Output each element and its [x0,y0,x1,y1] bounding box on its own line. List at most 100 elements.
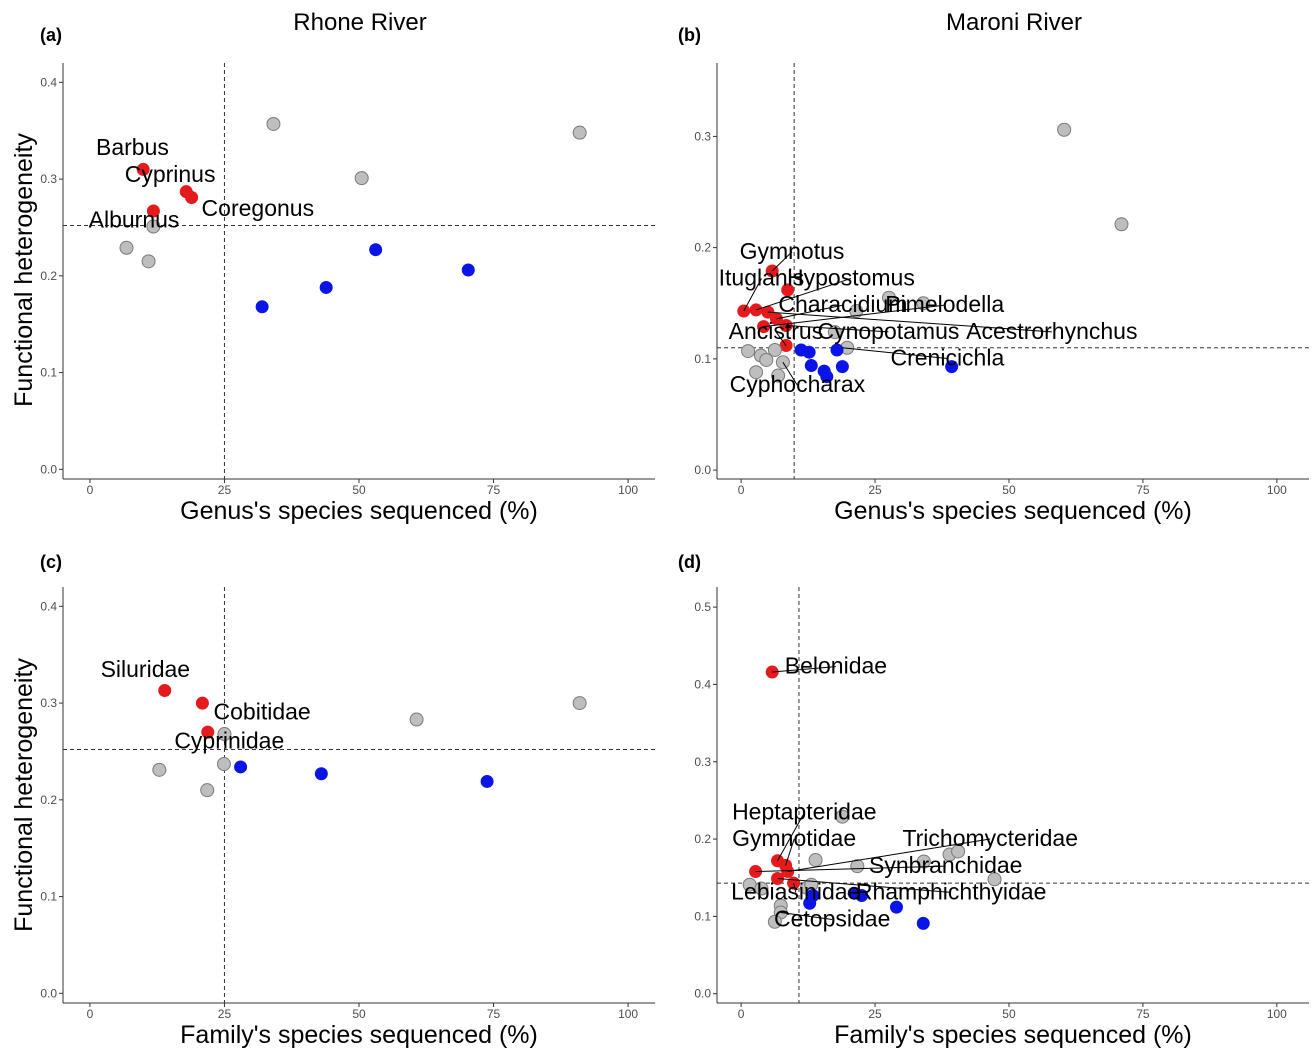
data-point-grey [141,254,156,269]
annotation-leader-line [755,277,852,311]
panel-d: (d) 0 25 50 75 100 0.0 0.1 0.2 0.3 0.4 0.5 Family's … [678,552,1309,1049]
data-point-blue [804,359,818,373]
x-tick-label: 75 [1136,483,1150,497]
x-axis-title: Family's species sequenced (%) [834,1021,1192,1049]
y-tick-label: 0.1 [694,909,711,923]
point-label: Coregonus [202,195,315,221]
panel-c: (c) 0 25 50 75 100 0.0 0.1 0.2 0.3 0.4 Family's spe… [40,552,655,1049]
y-tick-label: 0.1 [40,890,57,904]
data-point-blue [855,889,869,903]
point-label: Synbranchidae [869,852,1022,878]
y-tick-label: 0.2 [694,241,711,255]
x-tick-label: 25 [868,483,882,497]
x-tick-label: 75 [1136,1007,1150,1021]
point-label: Cynopotamus [817,318,959,344]
y-tick-label: 0.0 [40,462,57,476]
point-label: Trichomycteridae [902,825,1078,851]
data-point-blue [945,360,959,374]
y-tick-label: 0.4 [40,599,57,613]
y-tick-label: 0.2 [40,793,57,807]
point-label: Heptapteridae [732,799,877,825]
data-point-grey [881,290,896,305]
data-point-blue [889,900,903,914]
y-tick-label: 0.1 [694,352,711,366]
point-label: Cyprinus [125,161,216,187]
panel-tag: (b) [678,25,701,45]
panel-tag: (a) [40,25,62,45]
x-tick-label: 50 [352,1007,366,1021]
data-point-grey [951,844,966,859]
data-point-grey [1057,122,1072,137]
x-tick-label: 75 [487,1007,501,1021]
data-point-grey [987,872,1002,887]
annotation-leader-line [777,812,805,861]
point-label: Rhamphichthyidae [856,878,1047,904]
data-point-grey [767,914,782,929]
data-point-red [158,684,172,698]
data-point-grey [754,881,769,896]
annotation-leader-line [763,304,945,328]
data-point-blue [480,774,494,788]
x-tick-label: 100 [1267,483,1287,497]
y-tick-label: 0.1 [40,366,57,380]
y-axis-title-top: Functional heterogeneity [10,133,38,407]
x-axis-title: Genus's species sequenced (%) [180,497,538,525]
x-tick-label: 25 [218,483,232,497]
point-label: Cetopsidae [774,905,890,931]
annotation-leader-line [793,883,797,893]
point-label: Siluridae [101,656,191,682]
point-label: Cyphocharax [730,371,866,397]
y-tick-label: 0.3 [694,755,711,769]
data-point-grey [759,352,774,367]
column-title-maroni: Maroni River [946,9,1082,36]
data-point-grey [152,762,167,777]
y-tick-label: 0.3 [40,172,57,186]
data-point-grey [741,344,756,359]
x-tick-label: 100 [618,1007,638,1021]
point-label: Belonidae [785,653,887,679]
point-label: Ituglanis [719,264,805,290]
annotation-leader-line [842,347,948,360]
point-label: Characidium [778,291,907,317]
annotation-leader-line [771,251,793,272]
data-point-grey [119,240,134,255]
data-point-blue [820,370,834,384]
point-label: Gymnotidae [732,825,856,851]
data-point-grey [409,712,424,727]
x-axis-title: Genus's species sequenced (%) [834,497,1192,525]
point-label: Acestrorhynchus [966,318,1137,344]
annotation-leader-line [775,331,787,346]
panel-tag: (c) [40,552,62,572]
y-tick-label: 0.0 [40,986,57,1000]
y-tick-label: 0.5 [694,600,711,614]
data-point-grey [850,859,865,874]
x-tick-label: 0 [87,1007,94,1021]
data-point-red [146,204,160,218]
point-label: Ancistrus [729,318,824,344]
x-tick-label: 75 [487,483,501,497]
data-point-blue [234,760,248,774]
panel-tag: (d) [678,552,701,572]
data-point-red [195,696,209,710]
point-label: Cobitidae [214,699,311,725]
point-label: Crenicichla [890,345,1004,371]
annotation-leader-line [777,878,952,893]
annotation-leader-line [782,361,798,386]
panel-a: (a) 0 25 50 75 100 0.0 0.1 0.2 0.3 0.4 Genus's spec… [40,25,655,525]
data-point-grey [266,116,281,131]
annotation-leader-line [786,325,889,333]
data-point-grey [217,727,232,742]
annotation-leader-line [785,838,795,866]
y-tick-label: 0.0 [694,463,711,477]
point-label: Barbus [96,134,169,160]
x-tick-label: 50 [1002,1007,1016,1021]
y-tick-label: 0.4 [40,75,57,89]
data-point-grey [808,852,823,867]
data-point-red [136,162,150,176]
annotation-leader-line [787,838,991,873]
data-point-blue [369,243,383,257]
data-point-red [185,190,199,204]
point-label: Lebiasinidae [731,878,860,904]
data-point-grey [916,296,931,311]
